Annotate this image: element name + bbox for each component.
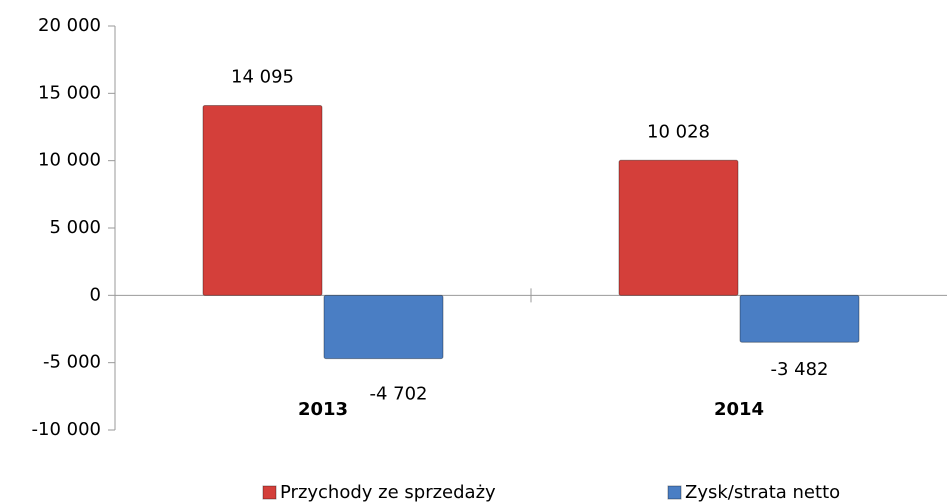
y-tick-label: -10 000	[32, 419, 101, 440]
x-tick-label: 2014	[714, 399, 764, 420]
legend-swatch	[667, 485, 682, 500]
value-label: 14 095	[231, 67, 294, 88]
legend-label: Przychody ze sprzedaży	[280, 482, 496, 503]
y-tick-label: 10 000	[38, 150, 101, 171]
value-label: 10 028	[647, 121, 710, 142]
bar	[323, 294, 444, 360]
y-tick-label: -5 000	[43, 352, 101, 373]
y-tick-label: 0	[90, 284, 101, 305]
value-label: -4 702	[369, 384, 427, 405]
value-label: -3 482	[770, 359, 828, 380]
bar	[739, 294, 860, 343]
y-tick-label: 5 000	[49, 217, 101, 238]
legend-label: Zysk/strata netto	[685, 482, 840, 503]
bar	[618, 159, 739, 296]
legend-swatch	[262, 485, 277, 500]
bar	[202, 105, 323, 296]
y-tick-label: 15 000	[38, 82, 101, 103]
x-tick-label: 2013	[298, 399, 348, 420]
y-tick-label: 20 000	[38, 15, 101, 36]
